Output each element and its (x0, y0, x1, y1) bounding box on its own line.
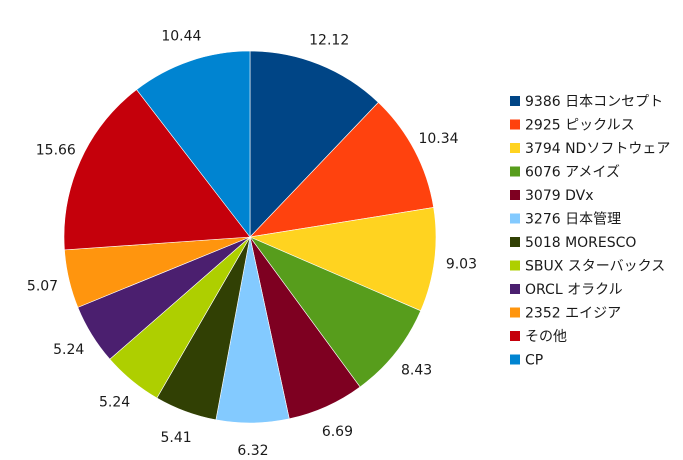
legend-label-6: 3276 日本管理 (525, 212, 621, 228)
slice-value-label-6: 6.32 (237, 443, 268, 459)
legend-swatch-7 (510, 237, 520, 247)
legend-label-3: 3794 NDソフトウェア (525, 141, 670, 157)
legend-swatch-8 (510, 260, 520, 271)
legend-label-4: 6076 アメイズ (525, 165, 620, 181)
slice-value-label-11: 15.66 (36, 143, 76, 159)
legend-item-9: ORCL オラクル (510, 282, 623, 298)
legend-item-8: SBUX スターバックス (510, 259, 665, 275)
legend-swatch-5 (510, 190, 520, 200)
legend-item-10: 2352 エイジア (510, 306, 621, 322)
slice-value-label-7: 5.41 (161, 430, 192, 446)
legend-label-8: SBUX スターバックス (525, 259, 665, 275)
legend-item-2: 2925 ピックルス (510, 118, 635, 134)
pie-slice-12 (136, 50, 251, 238)
legend-swatch-6 (510, 213, 520, 224)
legend-swatch-12 (510, 354, 520, 365)
slice-value-label-10: 5.07 (27, 278, 58, 294)
legend-swatch-9 (510, 284, 520, 294)
legend-swatch-3 (510, 143, 520, 153)
legend-item-11: その他 (510, 329, 567, 345)
legend-item-6: 3276 日本管理 (510, 212, 621, 228)
slice-value-label-3: 9.03 (446, 256, 477, 272)
legend-swatch-2 (510, 119, 520, 130)
slice-value-label-9: 5.24 (53, 342, 84, 358)
pie-slice-4 (249, 236, 422, 388)
legend-item-1: 9386 日本コンセプト (510, 94, 663, 110)
legend-label-10: 2352 エイジア (525, 306, 621, 322)
legend-label-7: 5018 MORESCO (525, 235, 636, 251)
legend-item-7: 5018 MORESCO (510, 235, 636, 251)
legend-label-5: 3079 DVx (525, 188, 593, 204)
legend-item-5: 3079 DVx (510, 188, 593, 204)
slice-value-label-12: 10.44 (161, 28, 201, 44)
legend-label-1: 9386 日本コンセプト (525, 94, 663, 110)
legend-swatch-1 (510, 96, 520, 106)
slice-value-label-1: 12.12 (309, 32, 349, 48)
legend-swatch-10 (510, 307, 520, 318)
slice-value-label-2: 10.34 (418, 131, 458, 147)
legend-item-12: CP (510, 353, 543, 369)
pie-slices (63, 50, 437, 424)
legend-item-4: 6076 アメイズ (510, 165, 620, 181)
legend: 9386 日本コンセプト 2925 ピックルス 3794 NDソフトウェア 6076 … (510, 94, 670, 369)
legend-swatch-4 (510, 166, 520, 177)
legend-label-2: 2925 ピックルス (525, 118, 635, 134)
pie-slice-2 (249, 101, 434, 238)
slice-value-labels: 12.12 10.34 9.03 8.43 6.69 6.32 5.41 5.24 5.24 5.… (27, 28, 477, 459)
pie-slice-3 (248, 207, 437, 312)
slice-value-label-5: 6.69 (322, 424, 353, 440)
slice-value-label-4: 8.43 (401, 363, 432, 379)
legend-item-3: 3794 NDソフトウェア (510, 141, 670, 157)
pie-slice-1 (249, 50, 379, 238)
legend-label-11: その他 (525, 329, 567, 345)
legend-label-12: CP (525, 353, 543, 369)
legend-swatch-11 (510, 331, 520, 341)
slice-value-label-8: 5.24 (99, 394, 130, 410)
pie-slice-11 (63, 89, 251, 251)
legend-label-9: ORCL オラクル (525, 282, 623, 298)
